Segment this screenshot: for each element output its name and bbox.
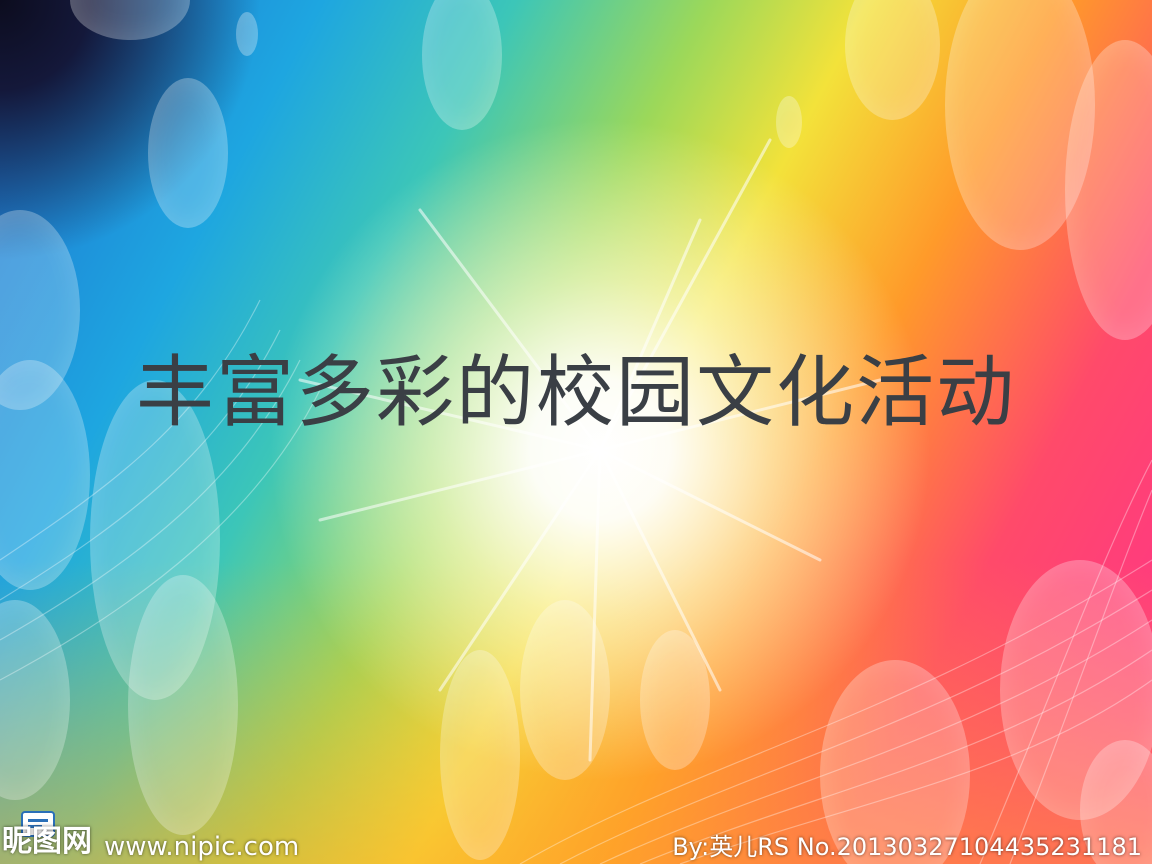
bokeh-circle [776,96,802,148]
bokeh-circle [820,660,970,864]
bokeh-circle [640,630,710,770]
bokeh-circle [148,78,228,228]
bokeh-circle [1080,740,1152,864]
bokeh-circle [128,575,238,835]
watermark-credit: By:英儿RS No.20130327104435231181 [672,833,1142,861]
nipic-logo-icon [21,811,55,837]
bokeh-circle [845,0,940,120]
bokeh-circle [945,0,1095,250]
watermark-url: www.nipic.com [104,832,300,862]
slide-title: 丰富多彩的校园文化活动 [135,348,1016,438]
bokeh-circle [1065,40,1152,340]
bokeh-circle [90,380,220,700]
bokeh-circle [440,650,520,860]
bokeh-circle [1000,560,1152,820]
bokeh-circle [422,0,502,130]
bokeh-circle [236,12,258,56]
watermark-logo-text: 昵图网 [2,824,92,859]
